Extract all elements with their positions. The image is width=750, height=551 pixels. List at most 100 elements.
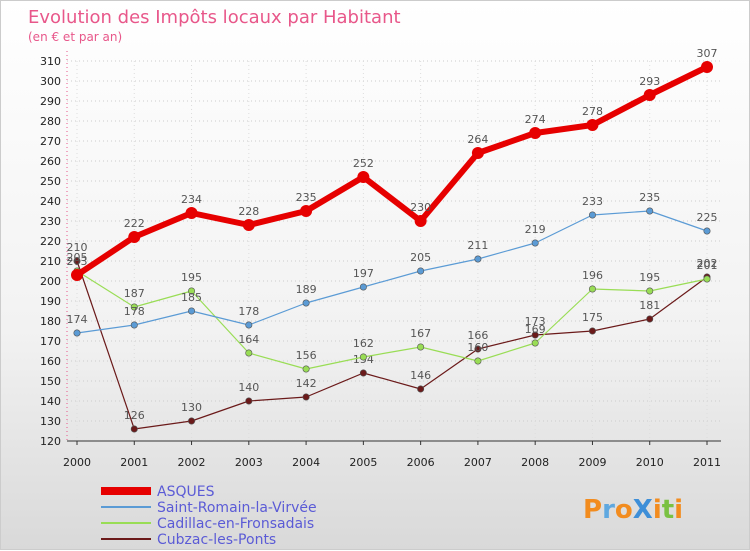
data-label-2-2009: 233 <box>582 195 603 208</box>
point-1-2005 <box>357 171 370 183</box>
point-1-2009 <box>586 119 599 131</box>
y-tick-label-140: 140 <box>40 395 61 408</box>
point-3-2003 <box>245 349 253 357</box>
y-tick-label-260: 260 <box>40 155 61 168</box>
axes: 120 130 140 150 160 170 180 190 200 210 220 230 240 2… <box>40 51 721 469</box>
data-label-2-2001: 178 <box>124 305 145 318</box>
series-3: 205 187 195 164 156 162 167 160 169 196 195 201 <box>67 251 718 373</box>
data-label-2-2008: 219 <box>525 223 546 236</box>
data-label-3-2009: 196 <box>582 269 603 282</box>
data-label-2-2000: 174 <box>67 313 88 326</box>
data-label-2-2011: 225 <box>697 211 718 224</box>
x-tick-label-2003: 2003 <box>235 456 263 469</box>
point-1-2000 <box>71 269 83 281</box>
data-label-3-2003: 164 <box>238 333 259 346</box>
data-label-1-2003: 228 <box>238 205 259 218</box>
point-1-2002 <box>185 207 198 219</box>
data-label-3-2010: 195 <box>639 271 660 284</box>
point-3-2008 <box>531 339 539 347</box>
point-4-2002 <box>188 417 196 425</box>
x-tick-label-2000: 2000 <box>63 456 91 469</box>
point-2-2000 <box>73 329 81 337</box>
data-label-4-2001: 126 <box>124 409 145 422</box>
point-3-2001 <box>130 303 138 311</box>
y-tick-label-220: 220 <box>40 235 61 248</box>
y-tick-label-160: 160 <box>40 355 61 368</box>
point-1-2006 <box>414 215 427 227</box>
y-tick-label-120: 120 <box>40 435 61 448</box>
proxiti-logo: ProXiti <box>583 495 683 525</box>
point-2-2010 <box>646 207 654 215</box>
point-4-2009 <box>588 327 596 335</box>
point-4-2000 <box>73 257 81 265</box>
legend-label-1: ASQUES <box>157 484 215 500</box>
series-line-3 <box>76 270 708 370</box>
data-label-3-2011: 201 <box>697 259 718 272</box>
y-tick-label-230: 230 <box>40 215 61 228</box>
data-label-2-2010: 235 <box>639 191 660 204</box>
grid <box>67 60 721 442</box>
data-label-3-2004: 156 <box>296 349 317 362</box>
data-label-1-2010: 293 <box>639 75 660 88</box>
point-1-2011 <box>701 61 713 73</box>
data-label-1-2008: 274 <box>525 113 546 126</box>
svg-text:ProXiti: ProXiti <box>583 495 683 525</box>
data-label-4-2004: 142 <box>296 377 317 390</box>
series-line-2 <box>76 210 708 334</box>
data-label-2-2004: 189 <box>296 283 317 296</box>
data-label-4-2007: 166 <box>467 329 488 342</box>
x-tick-label-2011: 2011 <box>693 456 721 469</box>
legend: ASQUESSaint-Romain-la-VirvéeCadillac-en-… <box>101 484 317 548</box>
y-tick-label-280: 280 <box>40 115 61 128</box>
data-label-3-2002: 195 <box>181 271 202 284</box>
point-3-2002 <box>188 287 196 295</box>
point-1-2010 <box>643 89 656 101</box>
point-1-2003 <box>242 219 255 231</box>
data-label-2-2005: 197 <box>353 267 374 280</box>
x-tick-label-2008: 2008 <box>521 456 549 469</box>
point-2-2002 <box>188 307 196 315</box>
point-4-2008 <box>531 331 539 339</box>
point-4-2003 <box>245 397 253 405</box>
data-label-4-2008: 173 <box>525 315 546 328</box>
y-tick-label-270: 270 <box>40 135 61 148</box>
data-label-3-2008: 169 <box>525 323 546 336</box>
data-label-3-2006: 167 <box>410 327 431 340</box>
series: 2101261301401421541461661731751812022051… <box>67 47 718 433</box>
x-tick-label-2010: 2010 <box>636 456 664 469</box>
data-label-1-2007: 264 <box>467 133 488 146</box>
y-tick-label-170: 170 <box>40 335 61 348</box>
point-3-2004 <box>302 365 310 373</box>
series-4: 210126130140142154146166173175181202 <box>67 241 718 433</box>
point-4-2006 <box>417 385 425 393</box>
series-2: 174 178 185 178 189 197 205 211 219 233 235 225 <box>67 191 718 337</box>
point-4-2005 <box>359 369 367 377</box>
data-label-1-2006: 230 <box>410 201 431 214</box>
data-label-3-2000: 205 <box>67 251 88 264</box>
x-tick-label-2004: 2004 <box>292 456 320 469</box>
point-3-2010 <box>646 287 654 295</box>
y-tick-label-190: 190 <box>40 295 61 308</box>
data-label-1-2011: 307 <box>697 47 718 60</box>
data-label-1-2001: 222 <box>124 217 145 230</box>
point-3-2006 <box>417 343 425 351</box>
point-2-2008 <box>531 239 539 247</box>
x-tick-label-2006: 2006 <box>407 456 435 469</box>
y-tick-label-130: 130 <box>40 415 61 428</box>
data-label-3-2001: 187 <box>124 287 145 300</box>
point-2-2009 <box>588 211 596 219</box>
series-line-1 <box>75 64 709 278</box>
y-tick-label-150: 150 <box>40 375 61 388</box>
legend-label-3: Cadillac-en-Fronsadais <box>157 516 314 532</box>
point-1-2004 <box>300 205 313 217</box>
y-tick-label-200: 200 <box>40 275 61 288</box>
data-label-1-2004: 235 <box>296 191 317 204</box>
x-tick-label-2007: 2007 <box>464 456 492 469</box>
point-3-2007 <box>474 357 482 365</box>
data-label-1-2002: 234 <box>181 193 202 206</box>
point-3-2011 <box>703 275 711 283</box>
data-label-1-2009: 278 <box>582 105 603 118</box>
data-label-4-2011: 202 <box>697 257 718 270</box>
data-label-3-2005: 162 <box>353 337 374 350</box>
